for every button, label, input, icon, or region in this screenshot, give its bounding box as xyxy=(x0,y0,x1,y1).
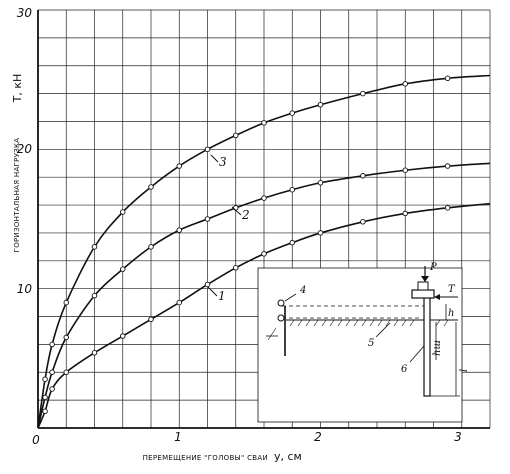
data-point-2 xyxy=(444,163,451,169)
leader-4 xyxy=(284,293,297,302)
data-point-2 xyxy=(360,173,366,179)
data-point-1 xyxy=(360,219,366,225)
y-tick-label: 30 xyxy=(17,6,33,20)
data-point-3 xyxy=(444,75,451,82)
x-tick-label: 2 xyxy=(314,430,322,444)
data-point-3 xyxy=(232,132,239,139)
data-point-1 xyxy=(317,230,324,236)
pile-head-cap xyxy=(411,289,435,299)
data-point-2 xyxy=(148,244,154,250)
inset-label-hsh: hш xyxy=(432,340,443,356)
data-point-1 xyxy=(119,333,126,339)
inset-label-4: 4 xyxy=(299,285,306,296)
inset-label-l: l xyxy=(459,369,470,372)
data-point-3 xyxy=(317,101,324,108)
data-point-2 xyxy=(63,334,70,341)
data-point-3 xyxy=(91,244,98,250)
dial-gauge-lower xyxy=(277,314,285,322)
x-axis-symbol: y, см xyxy=(274,450,302,463)
y-tick-label: 20 xyxy=(17,142,33,156)
inset-label-h: h xyxy=(448,308,454,319)
data-point-3 xyxy=(49,341,55,348)
x-tick-label: 1 xyxy=(174,430,182,444)
inset-small-tick xyxy=(267,327,277,341)
data-point-1 xyxy=(204,281,211,288)
data-point-1 xyxy=(63,369,70,376)
leader-6 xyxy=(409,345,425,363)
data-point-1 xyxy=(232,265,239,271)
x-axis-title: ПЕРЕМЕЩЕНИЕ "ГОЛОВЫ" СВАИ xyxy=(143,454,268,462)
data-point-3 xyxy=(402,81,409,87)
curve-label-1-leader xyxy=(207,286,218,297)
y-tick-label: 10 xyxy=(17,282,33,296)
data-point-3 xyxy=(204,146,211,153)
data-point-2 xyxy=(119,266,126,272)
soil-hatching xyxy=(289,319,449,327)
data-point-1 xyxy=(42,408,48,415)
data-point-3 xyxy=(148,184,154,190)
data-point-1 xyxy=(176,299,182,306)
y-axis-title: ГОРИЗОНТАЛЬНАЯ НАГРУЗКА xyxy=(13,138,21,253)
data-point-3 xyxy=(119,209,126,215)
data-point-3 xyxy=(261,120,267,126)
data-point-2 xyxy=(204,216,211,222)
curve-label-3-leader xyxy=(210,154,219,163)
inset-label-5: 5 xyxy=(368,338,374,349)
data-point-1 xyxy=(261,251,267,257)
pile-scheme-inset: P T 4 h 5 hш 6 l xyxy=(257,262,470,423)
data-point-2 xyxy=(176,227,182,233)
curve-label-1: 1 xyxy=(218,289,226,303)
data-point-2 xyxy=(402,167,409,173)
data-point-2 xyxy=(49,369,55,376)
data-point-3 xyxy=(176,163,182,169)
curve-label-2: 2 xyxy=(241,208,250,222)
data-point-1 xyxy=(91,350,98,356)
load-p-arrowhead xyxy=(421,276,429,282)
inset-label-p: P xyxy=(429,262,437,273)
data-point-2 xyxy=(317,180,324,186)
x-tick-label: 0 xyxy=(32,433,40,447)
inset-label-6: 6 xyxy=(401,364,408,375)
data-point-3 xyxy=(42,376,48,382)
data-point-2 xyxy=(42,394,48,401)
data-point-1 xyxy=(444,205,451,211)
data-point-3 xyxy=(63,299,70,306)
curve-label-3: 3 xyxy=(219,155,227,169)
load-t-arrowhead xyxy=(434,294,440,300)
y-axis-symbol: T, кН xyxy=(11,74,24,104)
axes xyxy=(37,10,490,429)
data-point-2 xyxy=(261,195,267,201)
inset-label-t: T xyxy=(448,284,456,295)
x-tick-label: 3 xyxy=(454,430,462,444)
data-point-1 xyxy=(402,210,409,217)
data-point-3 xyxy=(289,110,296,116)
series-layer xyxy=(37,74,491,429)
data-point-1 xyxy=(289,239,296,246)
data-point-2 xyxy=(289,186,296,193)
data-point-1 xyxy=(49,386,55,392)
curve-label-2-leader xyxy=(231,206,242,216)
data-point-2 xyxy=(91,292,98,299)
dial-gauge-upper xyxy=(277,299,285,307)
data-point-1 xyxy=(148,316,154,323)
load-block xyxy=(417,281,429,291)
leader-5 xyxy=(375,322,391,338)
pile xyxy=(423,295,431,397)
data-point-3 xyxy=(360,90,366,97)
